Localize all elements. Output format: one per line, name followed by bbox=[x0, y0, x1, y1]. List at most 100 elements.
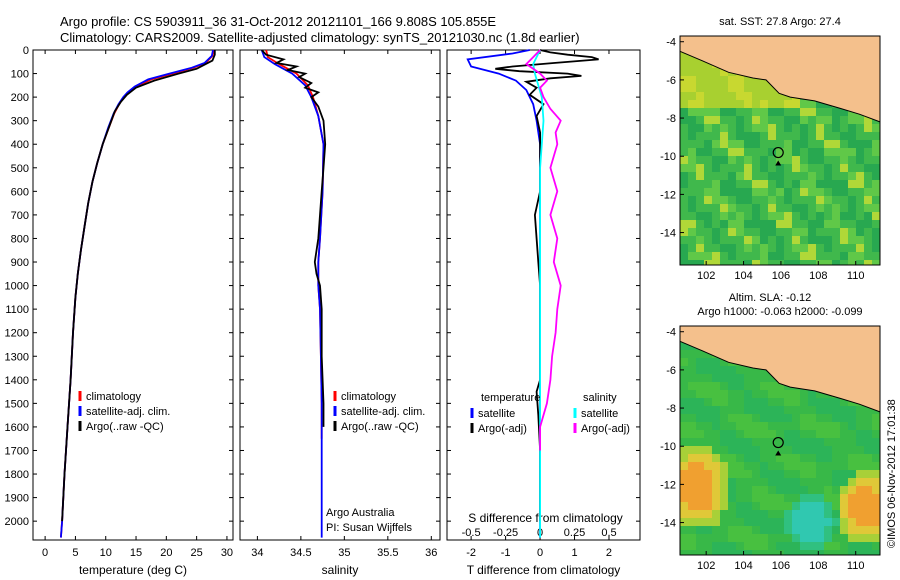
map-cell bbox=[848, 518, 856, 526]
depth-tick-label: 1500 bbox=[5, 398, 29, 410]
map-cell bbox=[712, 84, 720, 92]
map-cell bbox=[720, 518, 728, 526]
map-cell bbox=[784, 534, 792, 542]
map-cell bbox=[760, 374, 768, 382]
map-cell bbox=[720, 550, 728, 555]
map-cell bbox=[744, 502, 752, 510]
map-cell bbox=[696, 212, 704, 220]
map-cell bbox=[824, 478, 832, 486]
map-cell bbox=[688, 470, 696, 478]
map-cell bbox=[720, 92, 728, 100]
map-cell bbox=[800, 140, 808, 148]
map-cell bbox=[752, 406, 760, 414]
map-cell bbox=[712, 486, 720, 494]
map-cell bbox=[736, 486, 744, 494]
profile-panels: 0100200300400500600700800900100011001200… bbox=[5, 45, 641, 577]
map-cell bbox=[736, 164, 744, 172]
map-cell bbox=[832, 236, 840, 244]
map-cell bbox=[704, 438, 712, 446]
map-cell bbox=[792, 156, 800, 164]
map-cell bbox=[704, 212, 712, 220]
map-cell bbox=[840, 470, 848, 478]
map-cell bbox=[808, 470, 816, 478]
map-cell bbox=[680, 550, 688, 555]
map-cell bbox=[808, 244, 816, 252]
map-cell bbox=[768, 470, 776, 478]
map-cell bbox=[856, 188, 864, 196]
map-cell bbox=[744, 132, 752, 140]
map-cell bbox=[688, 454, 696, 462]
map-cell bbox=[680, 350, 688, 358]
map-cell bbox=[808, 100, 816, 108]
map-cell bbox=[680, 180, 688, 188]
map-cell bbox=[744, 438, 752, 446]
map-cell bbox=[832, 542, 840, 550]
map-cell bbox=[872, 478, 880, 486]
map-cell bbox=[784, 510, 792, 518]
map-cell bbox=[728, 374, 736, 382]
map-cell bbox=[704, 382, 712, 390]
map-cell bbox=[792, 188, 800, 196]
map-cell bbox=[784, 212, 792, 220]
map-cell bbox=[848, 116, 856, 124]
map-cell bbox=[848, 124, 856, 132]
map-cell bbox=[776, 116, 784, 124]
depth-tick-label: 1300 bbox=[5, 351, 29, 363]
map-cell bbox=[816, 116, 824, 124]
map-cell bbox=[760, 228, 768, 236]
map-cell bbox=[808, 542, 816, 550]
map-cell bbox=[808, 172, 816, 180]
map-cell bbox=[832, 430, 840, 438]
map-cell bbox=[744, 180, 752, 188]
map-cell bbox=[800, 156, 808, 164]
map-cell bbox=[704, 180, 712, 188]
map-cell bbox=[816, 220, 824, 228]
map-cell bbox=[696, 446, 704, 454]
map-cell bbox=[744, 100, 752, 108]
map-cell bbox=[824, 446, 832, 454]
map-cell bbox=[864, 486, 872, 494]
map-cell bbox=[856, 534, 864, 542]
x-tick-label: -1 bbox=[501, 547, 511, 559]
map-cell bbox=[816, 212, 824, 220]
map-cell bbox=[744, 116, 752, 124]
map-cell bbox=[800, 180, 808, 188]
map-cell bbox=[760, 148, 768, 156]
map-cell bbox=[808, 390, 816, 398]
map-cell bbox=[712, 260, 720, 265]
series-line-3 bbox=[61, 50, 216, 522]
map-cell bbox=[712, 526, 720, 534]
map-cell bbox=[688, 422, 696, 430]
map-cell bbox=[840, 148, 848, 156]
map-cell bbox=[736, 510, 744, 518]
map-cell bbox=[800, 116, 808, 124]
map-cell bbox=[872, 140, 880, 148]
map-cell bbox=[776, 180, 784, 188]
x-tick-label: 34.5 bbox=[290, 547, 311, 559]
map-cell bbox=[792, 204, 800, 212]
map-cell bbox=[872, 220, 880, 228]
map-cell bbox=[696, 422, 704, 430]
map-cell bbox=[864, 406, 872, 414]
map-cell bbox=[856, 478, 864, 486]
map-cell bbox=[776, 390, 784, 398]
map-cell bbox=[720, 470, 728, 478]
map-cell bbox=[824, 550, 832, 555]
map-cell bbox=[776, 406, 784, 414]
map-cell bbox=[840, 164, 848, 172]
map-cell bbox=[688, 108, 696, 116]
map-cell bbox=[736, 406, 744, 414]
map-cell bbox=[800, 252, 808, 260]
map-cell bbox=[728, 228, 736, 236]
map-cell bbox=[728, 542, 736, 550]
map-cell bbox=[816, 228, 824, 236]
map-cell bbox=[712, 454, 720, 462]
map-cell bbox=[680, 502, 688, 510]
map-cell bbox=[848, 446, 856, 454]
map-cell bbox=[720, 414, 728, 422]
map-cell bbox=[768, 542, 776, 550]
map-cell bbox=[856, 172, 864, 180]
map-cell bbox=[832, 108, 840, 116]
map-cell bbox=[688, 204, 696, 212]
map-cell bbox=[744, 534, 752, 542]
